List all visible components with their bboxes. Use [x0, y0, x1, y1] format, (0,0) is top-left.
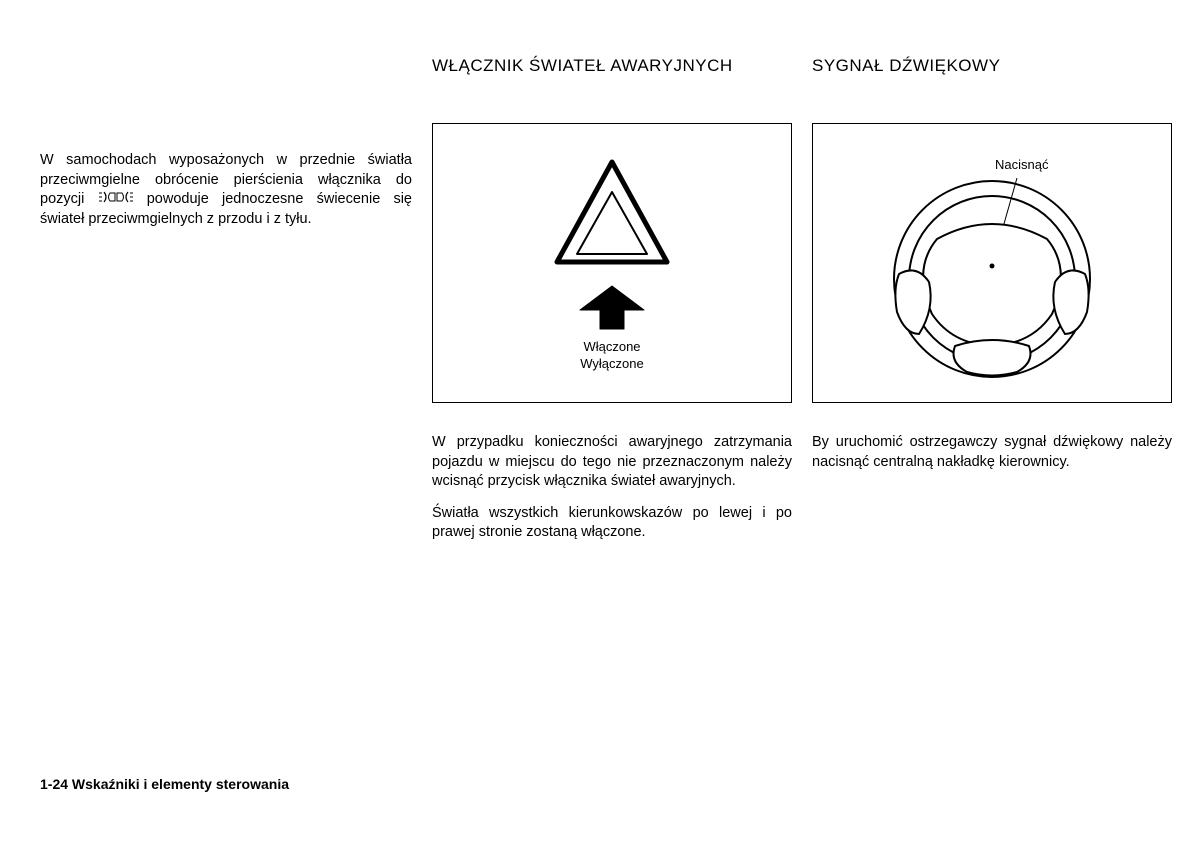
page-content: W samochodach wyposażonych w przednie św…: [0, 0, 1200, 595]
hazard-triangle-icon: [547, 154, 677, 274]
hazard-paragraph-2: Światła wszystkich kierunkowskazów po le…: [432, 504, 792, 543]
fog-light-paragraph: W samochodach wyposażonych w przednie św…: [40, 151, 412, 229]
label-off: Wyłączone: [433, 356, 791, 371]
page-footer: 1-24 Wskaźniki i elementy sterowania: [40, 776, 289, 792]
hazard-heading: WŁĄCZNIK ŚWIATEŁ AWARYJNYCH: [432, 55, 792, 103]
hazard-illustration: Włączone Wyłączone: [432, 123, 792, 403]
fog-light-icon: [98, 190, 134, 208]
horn-heading: SYGNAŁ DŹWIĘKOWY: [812, 55, 1172, 103]
up-arrow-icon: [572, 284, 652, 334]
steering-wheel-icon: [877, 174, 1107, 384]
spacer: [40, 55, 412, 151]
label-on: Włączone: [433, 339, 791, 354]
hazard-paragraph-1: W przypadku konieczności awaryjnego zatr…: [432, 433, 792, 492]
column-1: W samochodach wyposażonych w przednie św…: [40, 55, 412, 555]
horn-illustration: Nacisnąć: [812, 123, 1172, 403]
label-press: Nacisnąć: [995, 157, 1048, 172]
column-3: SYGNAŁ DŹWIĘKOWY Nacisnąć By: [812, 55, 1172, 555]
column-2: WŁĄCZNIK ŚWIATEŁ AWARYJNYCH Włączone Wył…: [432, 55, 792, 555]
horn-paragraph: By uruchomić ostrzegawczy sygnał dźwięko…: [812, 433, 1172, 472]
